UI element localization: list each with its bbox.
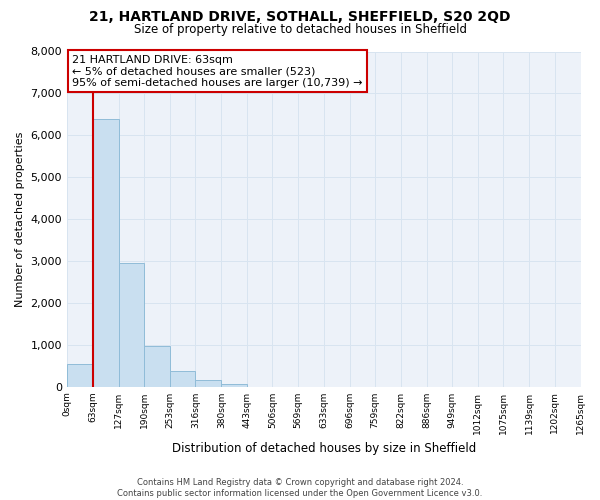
Text: 21, HARTLAND DRIVE, SOTHALL, SHEFFIELD, S20 2QD: 21, HARTLAND DRIVE, SOTHALL, SHEFFIELD, …: [89, 10, 511, 24]
Bar: [67, 364, 92, 386]
Text: Size of property relative to detached houses in Sheffield: Size of property relative to detached ho…: [133, 22, 467, 36]
Bar: [170, 371, 196, 386]
Bar: [92, 118, 119, 386]
Bar: [221, 384, 247, 386]
X-axis label: Distribution of detached houses by size in Sheffield: Distribution of detached houses by size …: [172, 442, 476, 455]
Bar: [144, 346, 170, 387]
Bar: [196, 380, 221, 386]
Y-axis label: Number of detached properties: Number of detached properties: [15, 132, 25, 307]
Text: Contains HM Land Registry data © Crown copyright and database right 2024.
Contai: Contains HM Land Registry data © Crown c…: [118, 478, 482, 498]
Bar: [119, 263, 144, 386]
Text: 21 HARTLAND DRIVE: 63sqm
← 5% of detached houses are smaller (523)
95% of semi-d: 21 HARTLAND DRIVE: 63sqm ← 5% of detache…: [72, 55, 362, 88]
